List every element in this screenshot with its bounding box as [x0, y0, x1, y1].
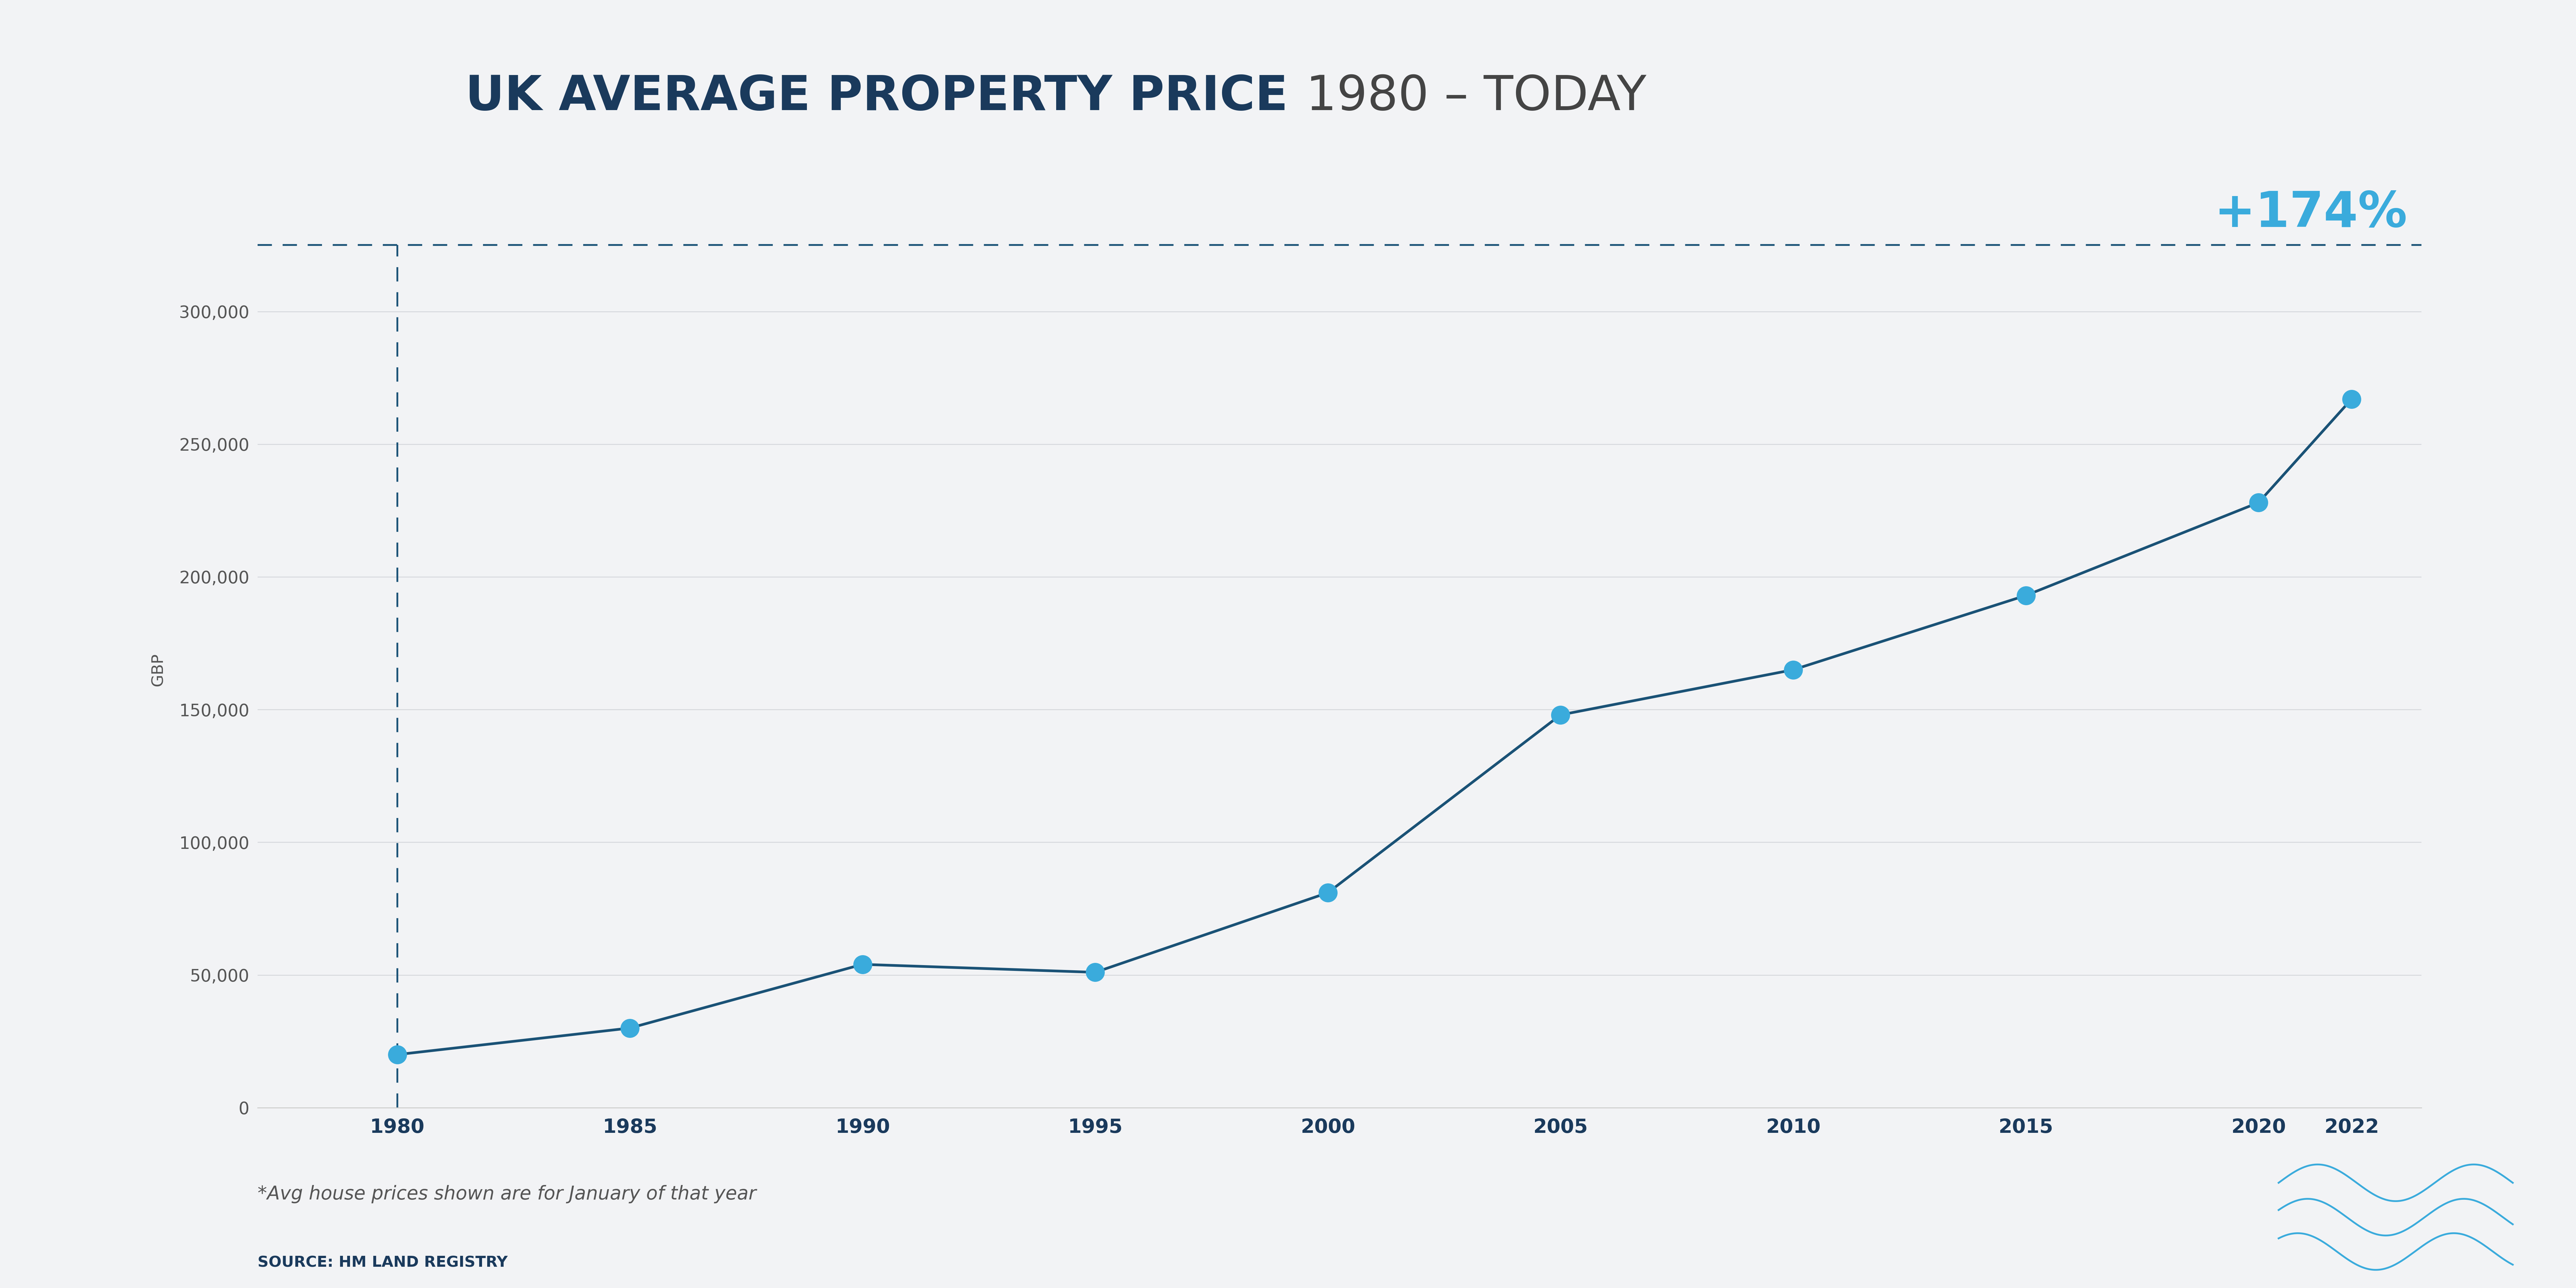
Point — [611, 1018, 652, 1038]
Text: UK AVERAGE PROPERTY PRICE: UK AVERAGE PROPERTY PRICE — [466, 73, 1288, 120]
Text: SOURCE: HM LAND REGISTRY: SOURCE: HM LAND REGISTRY — [258, 1256, 507, 1270]
Point — [2331, 389, 2372, 410]
Text: 1980 – TODAY: 1980 – TODAY — [1291, 73, 1646, 120]
Text: *Avg house prices shown are for January of that year: *Avg house prices shown are for January … — [258, 1185, 757, 1203]
Point — [1772, 659, 1814, 680]
Point — [842, 954, 884, 975]
Point — [2004, 585, 2045, 605]
Y-axis label: GBP: GBP — [149, 653, 165, 687]
Text: +174%: +174% — [2215, 189, 2409, 237]
Point — [2239, 492, 2280, 513]
Point — [376, 1045, 417, 1065]
Point — [1074, 962, 1115, 983]
Point — [1306, 882, 1347, 903]
Point — [1540, 705, 1582, 725]
